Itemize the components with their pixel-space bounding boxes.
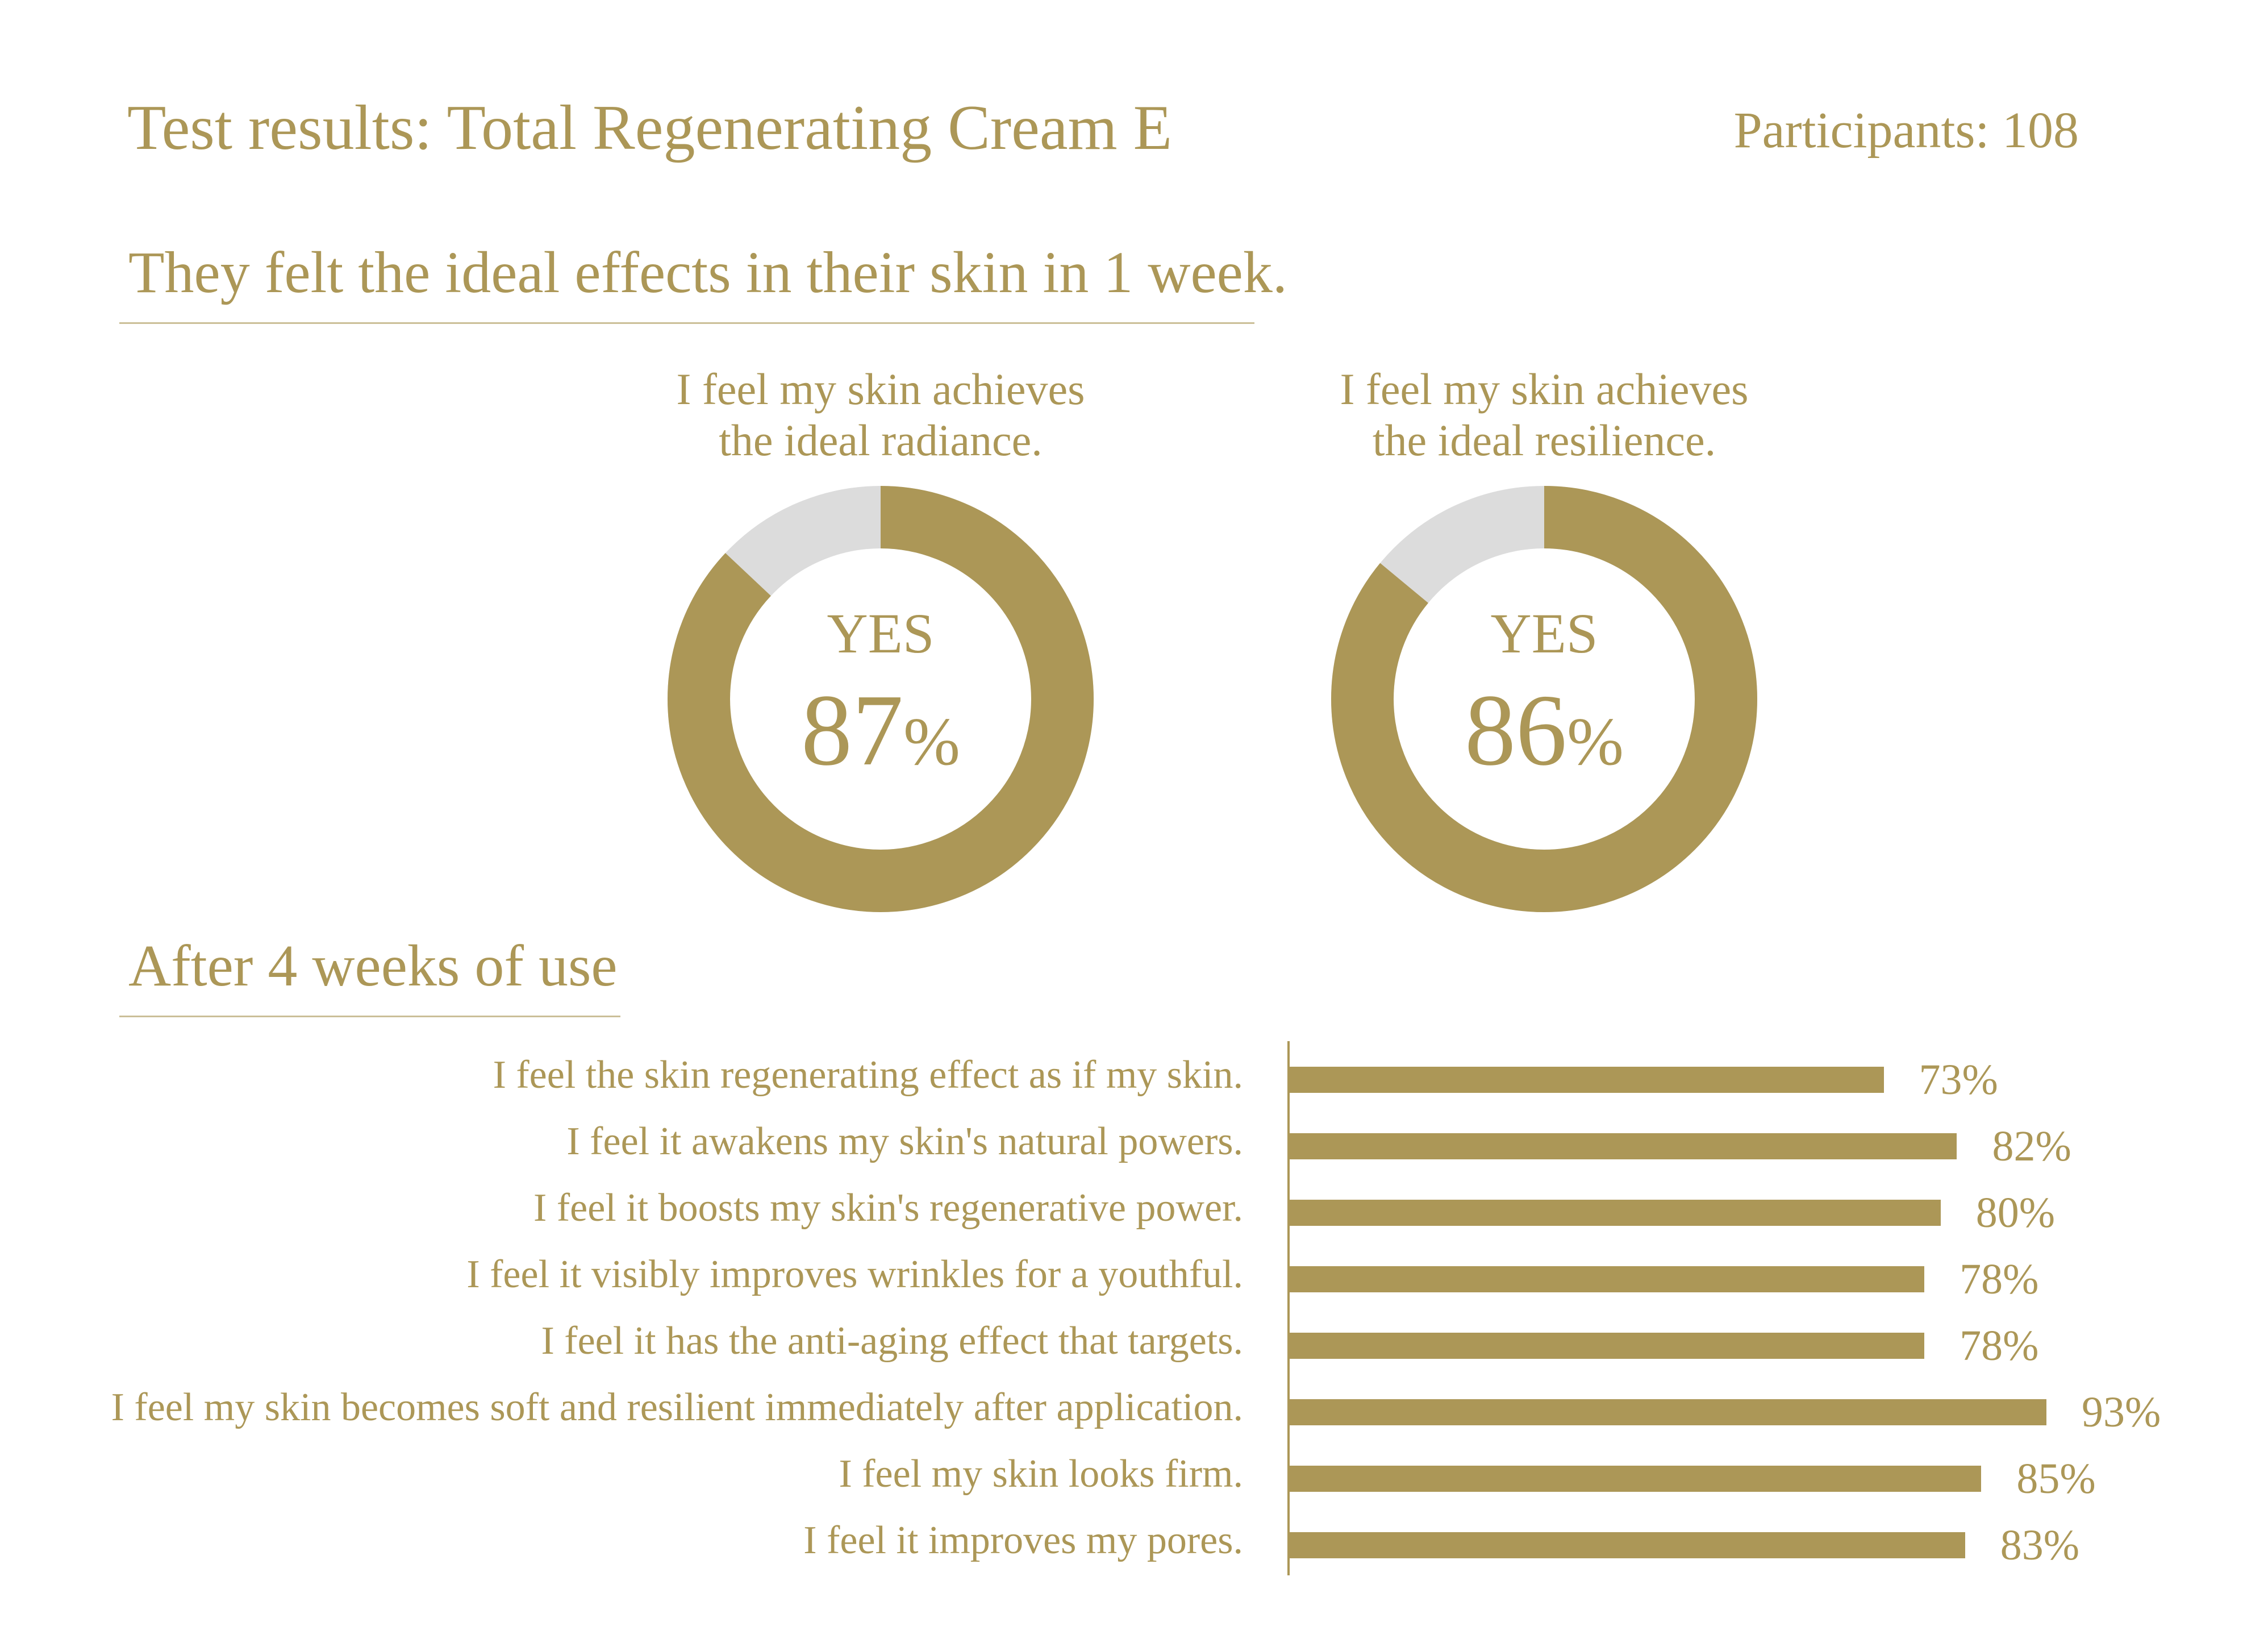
bar bbox=[1290, 1399, 2046, 1425]
donut-chart-resilience: I feel my skin achieves the ideal resili… bbox=[1306, 352, 1783, 921]
bar-value-label: 83% bbox=[2000, 1521, 2080, 1569]
donut-center-value: 86% bbox=[1306, 676, 1783, 796]
section-heading-1-week: They felt the ideal effects in their ski… bbox=[119, 236, 1287, 324]
donut-ring-resilience bbox=[1331, 486, 1757, 912]
bar-value-label: 73% bbox=[1919, 1056, 1998, 1104]
bar-category-label: I feel it has the anti-aging effect that… bbox=[541, 1319, 1243, 1363]
donut-chart-radiance: I feel my skin achieves the ideal radian… bbox=[642, 352, 1119, 921]
donut-value-unit: % bbox=[903, 704, 960, 779]
donut-center-label: YES bbox=[1490, 602, 1598, 665]
donut-caption-line-1: I feel my skin achieves bbox=[1340, 364, 1749, 414]
bar-category-label: I feel my skin becomes soft and resilien… bbox=[111, 1386, 1243, 1429]
donut-caption-line-2: the ideal resilience. bbox=[1372, 415, 1716, 465]
donut-center-value: 87% bbox=[642, 676, 1119, 796]
section-heading-4-weeks: After 4 weeks of use bbox=[119, 929, 620, 1017]
bar bbox=[1290, 1067, 1884, 1093]
bar-value-label: 78% bbox=[1960, 1255, 2039, 1303]
donut-value-arc bbox=[1331, 486, 1757, 912]
bar-category-label: I feel it visibly improves wrinkles for … bbox=[466, 1253, 1243, 1296]
page-title: Test results: Total Regenerating Cream E bbox=[127, 93, 1173, 163]
bar bbox=[1290, 1200, 1941, 1226]
bar-value-label: 78% bbox=[1960, 1322, 2039, 1370]
donut-caption-line-1: I feel my skin achieves bbox=[676, 364, 1085, 414]
donut-value-number: 86 bbox=[1465, 673, 1567, 787]
bar-category-label: I feel the skin regenerating effect as i… bbox=[493, 1053, 1243, 1097]
participants-count: Participants: 108 bbox=[1733, 102, 2079, 159]
bar-chart-4-weeks: I feel the skin regenerating effect as i… bbox=[0, 1034, 2268, 1580]
donut-value-number: 87 bbox=[801, 673, 904, 787]
bar-category-label: I feel it boosts my skin's regenerative … bbox=[533, 1186, 1243, 1230]
donut-caption-line-2: the ideal radiance. bbox=[719, 415, 1043, 465]
bar bbox=[1290, 1333, 1925, 1359]
donut-ring-radiance bbox=[668, 486, 1094, 912]
bar bbox=[1290, 1266, 1925, 1292]
bar bbox=[1290, 1133, 1957, 1159]
bar-category-label: I feel my skin looks firm. bbox=[839, 1452, 1243, 1496]
bar-value-label: 93% bbox=[2082, 1388, 2161, 1436]
donut-value-unit: % bbox=[1567, 704, 1624, 779]
bar-category-label: I feel it improves my pores. bbox=[803, 1519, 1243, 1562]
bar bbox=[1290, 1532, 1965, 1558]
bar-chart-axis-line bbox=[1287, 1041, 1290, 1575]
donut-value-arc bbox=[668, 486, 1094, 912]
bar-value-label: 82% bbox=[1992, 1122, 2071, 1170]
bar-category-label: I feel it awakens my skin's natural powe… bbox=[566, 1120, 1243, 1163]
bar bbox=[1290, 1466, 1982, 1492]
bar-value-label: 85% bbox=[2016, 1455, 2096, 1503]
donut-center-label: YES bbox=[827, 602, 935, 665]
bar-value-label: 80% bbox=[1975, 1189, 2056, 1237]
